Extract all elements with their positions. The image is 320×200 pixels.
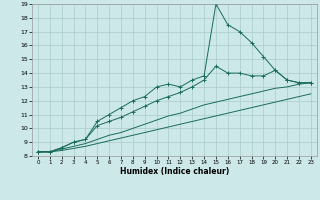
X-axis label: Humidex (Indice chaleur): Humidex (Indice chaleur)	[120, 167, 229, 176]
